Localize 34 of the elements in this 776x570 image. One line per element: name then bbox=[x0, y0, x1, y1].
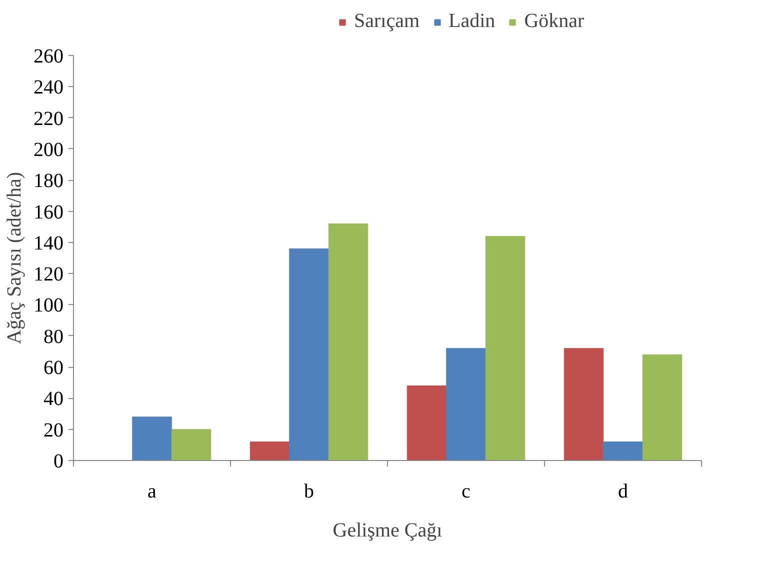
bar bbox=[328, 223, 368, 460]
bar bbox=[642, 354, 682, 460]
y-tick-label: 100 bbox=[34, 294, 64, 317]
legend-label: Ladin bbox=[448, 10, 496, 33]
y-tick-label: 60 bbox=[44, 357, 64, 380]
bar bbox=[250, 442, 290, 460]
y-axis-title: Ağaç Sayısı (adet/ha) bbox=[4, 172, 26, 344]
y-tick-label: 120 bbox=[34, 264, 64, 286]
y-tick-label: 220 bbox=[34, 108, 64, 130]
x-tick-label: b bbox=[304, 480, 314, 502]
x-tick-label: c bbox=[462, 480, 471, 502]
bar bbox=[171, 429, 212, 460]
legend-label: Sarıçam bbox=[354, 10, 420, 33]
x-tick-label: d bbox=[618, 480, 628, 502]
y-tick-label: 200 bbox=[34, 138, 64, 161]
legend-label: Göknar bbox=[524, 10, 584, 33]
y-tick-label: 180 bbox=[34, 170, 64, 192]
y-tick-label: 160 bbox=[34, 201, 64, 224]
bar bbox=[485, 236, 526, 460]
y-tick-label: 80 bbox=[44, 326, 64, 348]
bar bbox=[564, 348, 604, 460]
y-tick-label: 240 bbox=[34, 76, 64, 99]
y-tick-label: 20 bbox=[44, 419, 64, 442]
y-tick-label: 260 bbox=[34, 46, 64, 68]
bar bbox=[603, 442, 643, 460]
x-tick-label: a bbox=[148, 480, 157, 502]
bar bbox=[406, 385, 447, 460]
y-tick-label: 0 bbox=[54, 450, 64, 472]
y-tick-label: 140 bbox=[34, 232, 64, 254]
y-tick-label: 40 bbox=[44, 388, 64, 410]
bar bbox=[446, 348, 486, 460]
bar bbox=[289, 248, 329, 460]
x-axis-title: Gelişme Çağı bbox=[332, 520, 443, 542]
bar bbox=[132, 416, 172, 460]
